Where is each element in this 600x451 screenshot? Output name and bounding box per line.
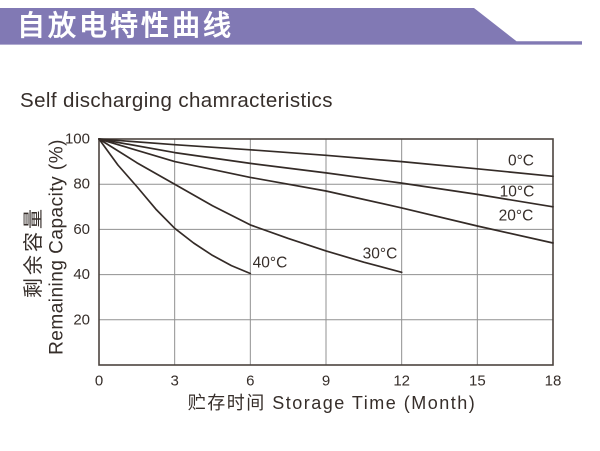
curve-20°C <box>98 138 554 244</box>
x-tick-label-15: 15 <box>469 373 486 390</box>
curve-label-0°C: 0°C <box>508 153 534 170</box>
curve-0°C <box>98 138 554 178</box>
y-tick-label-60: 60 <box>73 221 90 238</box>
x-axis-label: 贮存时间 Storage Time (Month) <box>188 393 477 413</box>
chart-title: Self discharging chamracteristics <box>20 89 333 112</box>
curve-40°C <box>98 138 252 275</box>
x-tick-label-3: 3 <box>170 373 178 390</box>
x-tick-label-0: 0 <box>95 373 103 390</box>
y-tick-label-100: 100 <box>65 131 90 148</box>
curve-label-20°C: 20°C <box>499 208 534 225</box>
banner-title: 自放电特性曲线 <box>17 10 235 41</box>
y-axis-label-cn: 剩余容量 <box>22 206 45 298</box>
x-tick-label-6: 6 <box>246 373 254 390</box>
curve-label-30°C: 30°C <box>363 246 398 263</box>
curve-10°C <box>98 138 554 208</box>
curve-30°C <box>98 138 403 274</box>
header-banner-shape <box>0 8 582 45</box>
x-tick-label-12: 12 <box>393 373 410 390</box>
line-chart: 0°C 10°C 20°C 30°C 40°C 0 3 6 9 12 15 18 100 80 60 40 20… <box>22 131 561 414</box>
y-tick-label-20: 20 <box>73 311 90 328</box>
x-tick-label-9: 9 <box>322 373 330 390</box>
y-tick-label-40: 40 <box>73 266 90 283</box>
y-axis-label-en: Remaining Capacity (%) <box>47 139 68 355</box>
y-tick-label-80: 80 <box>73 176 90 193</box>
x-tick-label-18: 18 <box>545 373 562 390</box>
plot-border <box>98 138 554 366</box>
curve-label-10°C: 10°C <box>500 184 535 201</box>
curve-label-40°C: 40°C <box>253 255 288 272</box>
